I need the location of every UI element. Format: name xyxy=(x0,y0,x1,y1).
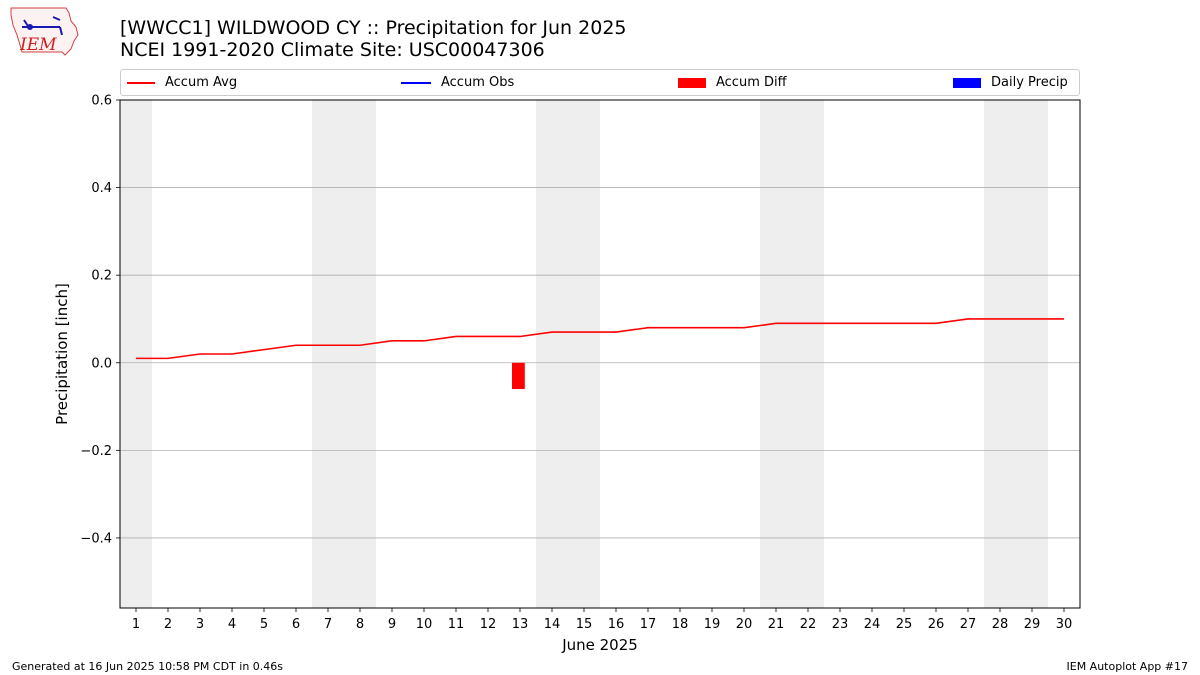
y-tick-label: −0.4 xyxy=(80,531,112,546)
accum-diff-bar xyxy=(512,362,525,390)
x-tick-label: 15 xyxy=(576,617,593,632)
plot-frame xyxy=(119,99,1081,609)
y-axis-label: Precipitation [inch] xyxy=(53,283,71,425)
x-tick-label: 4 xyxy=(228,617,236,632)
y-tick-label: 0.6 xyxy=(91,94,112,109)
accum-avg-line xyxy=(136,318,1064,360)
x-tick-label: 8 xyxy=(356,617,364,632)
x-tick-label: 16 xyxy=(608,617,625,632)
x-tick-label: 21 xyxy=(768,617,785,632)
iowa-state-outline xyxy=(10,7,79,56)
x-tick-label: 11 xyxy=(448,617,465,632)
x-tick-label: 26 xyxy=(928,617,945,632)
legend-line-red xyxy=(127,81,155,84)
y-tick-label: 0.2 xyxy=(91,269,112,284)
weekend-shade xyxy=(344,100,376,608)
x-tick-label: 25 xyxy=(896,617,913,632)
x-axis-label: June 2025 xyxy=(561,636,638,654)
legend-label: Accum Diff xyxy=(716,75,787,90)
x-tick-label: 28 xyxy=(992,617,1009,632)
weekend-shade xyxy=(760,100,792,608)
weekend-shade xyxy=(984,100,1016,608)
x-tick-label: 3 xyxy=(196,617,204,632)
x-tick-label: 13 xyxy=(512,617,529,632)
x-tick-label: 12 xyxy=(480,617,497,632)
chart-title: [WWCC1] WILDWOOD CY :: Precipitation for… xyxy=(120,17,627,61)
x-tick-label: 18 xyxy=(672,617,689,632)
weekend-shade xyxy=(1016,100,1048,608)
footer-generated: Generated at 16 Jun 2025 10:58 PM CDT in… xyxy=(12,660,284,673)
y-tick-label: −0.2 xyxy=(80,444,112,459)
x-tick-label: 20 xyxy=(736,617,753,632)
legend-patch-red xyxy=(678,77,706,88)
legend-item-accum-obs: Accum Obs xyxy=(401,70,514,95)
footer-app: IEM Autoplot App #17 xyxy=(1066,660,1189,673)
x-tick-label: 14 xyxy=(544,617,561,632)
title-line-1: [WWCC1] WILDWOOD CY :: Precipitation for… xyxy=(120,17,627,39)
y-tick-label: 0.0 xyxy=(91,356,112,371)
legend-line-blue xyxy=(401,81,431,84)
x-tick-label: 5 xyxy=(260,617,268,632)
y-tick-label: 0.4 xyxy=(91,181,112,196)
x-tick-label: 29 xyxy=(1024,617,1041,632)
iem-logo: IEM xyxy=(10,7,79,56)
weekend-shade xyxy=(312,100,344,608)
legend-label: Accum Avg xyxy=(165,75,238,90)
x-tick-label: 30 xyxy=(1056,617,1073,632)
legend-item-daily-precip: Daily Precip xyxy=(953,70,1068,95)
weekend-shade xyxy=(568,100,600,608)
x-tick-label: 27 xyxy=(960,617,977,632)
x-tick-label: 23 xyxy=(832,617,849,632)
x-tick-label: 2 xyxy=(164,617,172,632)
logo-text: IEM xyxy=(19,35,57,55)
x-tick-label: 6 xyxy=(292,617,300,632)
title-line-2: NCEI 1991-2020 Climate Site: USC00047306 xyxy=(120,39,545,61)
legend-label: Daily Precip xyxy=(991,75,1068,90)
legend-patch-blue xyxy=(953,77,981,88)
legend-item-accum-avg: Accum Avg xyxy=(127,70,237,95)
x-tick-label: 10 xyxy=(416,617,433,632)
weekend-shade xyxy=(536,100,568,608)
x-tick-label: 24 xyxy=(864,617,881,632)
weekend-shade xyxy=(792,100,824,608)
x-tick-label: 19 xyxy=(704,617,721,632)
x-tick-label: 1 xyxy=(132,617,140,632)
x-tick-label: 17 xyxy=(640,617,657,632)
legend-label: Accum Obs xyxy=(441,75,515,90)
weekend-shade xyxy=(120,100,152,608)
x-tick-label: 9 xyxy=(388,617,396,632)
legend-item-accum-diff: Accum Diff xyxy=(678,70,787,95)
x-tick-label: 22 xyxy=(800,617,817,632)
x-tick-label: 7 xyxy=(324,617,332,632)
chart-legend: Accum Avg Accum Obs Accum Diff Daily Pre… xyxy=(120,69,1080,96)
